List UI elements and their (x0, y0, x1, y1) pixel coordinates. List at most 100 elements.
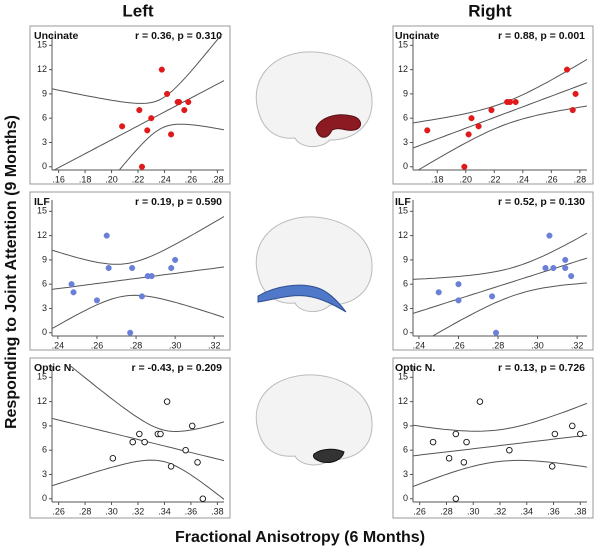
x-tick-label: .28 (211, 174, 224, 184)
x-tick-label: .34 (521, 506, 534, 516)
tract-label: ILF (395, 196, 411, 208)
x-tick-label: .26 (452, 340, 465, 350)
y-tick-label: 9 (403, 254, 408, 264)
fit (52, 34, 224, 170)
y-tick-label: 6 (42, 279, 47, 289)
x-tick-label: .26 (52, 506, 65, 516)
x-axis-title: Fractional Anisotropy (6 Months) (175, 529, 425, 546)
point (93, 297, 101, 304)
point (435, 289, 442, 296)
x-tick-label: .38 (211, 506, 224, 516)
x-tick-label: .24 (52, 340, 65, 350)
point (489, 293, 496, 300)
fit-line (413, 434, 587, 457)
x-tick-label: .30 (105, 506, 118, 516)
y-tick-label: 9 (42, 254, 47, 264)
confidence-band (413, 58, 587, 124)
fit-line (52, 266, 224, 290)
x-tick-label: .32 (571, 340, 584, 350)
y-tick-label: 3 (42, 469, 47, 479)
panel: 0 3 6 9 12 15 .26 .28 .30 .32 .34 .36 .38 Optic N. r =… (29, 357, 231, 519)
column-header: Left (122, 1, 154, 20)
point (185, 98, 192, 106)
x-tick-label: .18 (431, 174, 444, 184)
point (136, 430, 143, 438)
panel-frame (392, 25, 594, 185)
point (103, 232, 110, 239)
point (542, 264, 549, 272)
fit (52, 366, 224, 500)
point (129, 264, 136, 272)
confidence-band (413, 402, 587, 432)
tract-label: Uncinate (34, 30, 79, 42)
y-tick-label: 12 (398, 396, 408, 406)
point (105, 264, 112, 272)
panel: 0 3 6 9 12 15 .26 .28 .30 .32 .34 .36 .38 Optic N. r =… (392, 357, 594, 519)
y-tick-label: 6 (42, 445, 47, 455)
point (568, 273, 575, 280)
point (476, 398, 484, 405)
y-tick-label: 15 (398, 40, 408, 50)
y-tick-label: 9 (42, 88, 47, 98)
point (164, 90, 171, 97)
fit-line (52, 417, 224, 462)
confidence-band (52, 294, 224, 330)
point (136, 107, 143, 114)
y-tick-label: 3 (42, 137, 47, 147)
x-tick-label: .28 (574, 174, 587, 184)
x-tick-label: .18 (79, 174, 92, 184)
y-tick-label: 0 (403, 161, 408, 171)
brain-ilf (255, 216, 373, 313)
x-tick-label: .28 (492, 340, 505, 350)
x-tick-label: .38 (574, 506, 587, 516)
x-tick-label: .24 (413, 340, 426, 350)
panel: 0 3 6 9 12 15 .18 .20 .22 .24 .26 .28 Uncinate r = 0.… (392, 25, 594, 185)
x-tick-label: .24 (158, 174, 171, 184)
point (157, 430, 164, 438)
x-tick-label: .22 (132, 174, 145, 184)
confidence-band (118, 123, 224, 170)
panel-frame (392, 357, 594, 519)
y-tick-label: 15 (37, 40, 47, 50)
point (129, 438, 136, 446)
y-tick-label: 6 (403, 279, 408, 289)
point (465, 131, 472, 138)
brain-optic (255, 374, 373, 466)
point (445, 455, 453, 462)
x-tick-label: .32 (494, 506, 507, 516)
point (182, 446, 189, 454)
y-tick-label: 6 (42, 113, 47, 123)
point (168, 131, 175, 138)
point (460, 459, 468, 466)
y-tick-label: 12 (398, 230, 408, 240)
point (424, 127, 431, 134)
point (194, 459, 201, 466)
point (163, 398, 171, 405)
point (506, 98, 514, 106)
fit (413, 232, 587, 336)
point (188, 422, 196, 430)
point (70, 289, 77, 296)
point (109, 455, 117, 462)
point (168, 264, 175, 272)
point (175, 98, 183, 106)
point (572, 90, 579, 97)
point (158, 66, 165, 73)
x-tick-label: .16 (52, 174, 65, 184)
y-tick-label: 0 (42, 493, 47, 503)
y-tick-label: 15 (37, 372, 47, 382)
stat-label: r = 0.13, p = 0.726 (498, 362, 585, 374)
point (461, 163, 468, 170)
point (569, 107, 576, 114)
y-tick-label: 0 (42, 327, 47, 337)
y-tick-label: 12 (398, 64, 408, 74)
x-tick-label: .28 (440, 506, 453, 516)
point (138, 163, 146, 170)
point (577, 430, 584, 438)
y-tick-label: 9 (403, 88, 408, 98)
fit-line (53, 80, 224, 170)
tract-label: ILF (34, 196, 50, 208)
point (141, 438, 148, 446)
brain-uncinate (255, 51, 373, 147)
